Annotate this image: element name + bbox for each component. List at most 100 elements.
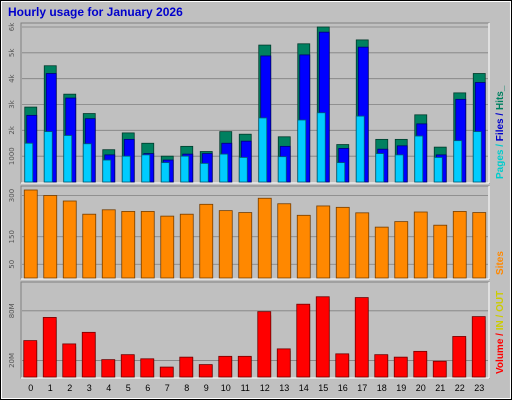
x-tick-label: 17 bbox=[357, 383, 367, 393]
legend-part: / bbox=[495, 312, 506, 320]
x-axis: 0 1 2 3 4 5 6 7 8 9 10 11 12 13 14 15 16 17 18 19 20 21 22 23 bbox=[28, 383, 484, 393]
panel-mid-legend: Sites bbox=[495, 251, 506, 275]
x-tick-label: 14 bbox=[299, 383, 309, 393]
bar-volume-hour-20 bbox=[413, 350, 428, 378]
y-tick-label: 20M bbox=[8, 353, 16, 368]
bar-pages-hour-20 bbox=[414, 135, 424, 183]
legend-part: Hits bbox=[495, 91, 506, 110]
bar-sites-hour-16 bbox=[335, 206, 350, 279]
bar-pages-hour-6 bbox=[141, 154, 151, 183]
x-tick-label: 8 bbox=[184, 383, 189, 393]
bar-pages-hour-8 bbox=[180, 155, 190, 183]
bar-pages-hour-18 bbox=[375, 153, 385, 183]
bar-pages-hour-4 bbox=[102, 159, 112, 183]
bar-sites-hour-13 bbox=[277, 203, 292, 279]
y-tick-label: 4k bbox=[8, 73, 16, 82]
legend-part: Pages bbox=[495, 149, 506, 179]
bar-pages-hour-0 bbox=[24, 142, 34, 183]
x-tick-label: 21 bbox=[435, 383, 445, 393]
chart-panels: 1000 2k 3k 4k 5k 6k Pages / Files / Hits_ 50 150… bbox=[8, 22, 506, 379]
bar-volume-hour-3 bbox=[81, 331, 96, 378]
bar-volume-hour-8 bbox=[179, 356, 194, 378]
x-tick-label: 11 bbox=[241, 383, 250, 393]
y-tick-label: 1000 bbox=[8, 147, 16, 165]
legend-part: / bbox=[495, 330, 506, 338]
x-tick-label: 3 bbox=[87, 383, 92, 393]
x-tick-label: 7 bbox=[165, 383, 170, 393]
y-tick-label: 3k bbox=[8, 99, 16, 108]
bar-sites-hour-5 bbox=[121, 211, 136, 279]
x-tick-label: 12 bbox=[260, 383, 270, 393]
legend-part: Files bbox=[495, 118, 506, 141]
bar-pages-hour-10 bbox=[219, 153, 229, 183]
x-tick-label: 19 bbox=[396, 383, 406, 393]
bar-sites-hour-22 bbox=[452, 211, 467, 279]
bar-pages-hour-5 bbox=[121, 155, 131, 183]
bar-pages-hour-21 bbox=[433, 157, 443, 183]
bar-sites-hour-2 bbox=[62, 200, 77, 279]
panel-frame bbox=[20, 185, 490, 280]
panel-top-legend: Pages / Files / Hits_ bbox=[495, 85, 506, 179]
bar-sites-hour-7 bbox=[160, 215, 175, 279]
bar-volume-hour-17 bbox=[354, 297, 369, 378]
bar-sites-hour-8 bbox=[179, 213, 194, 279]
panel-bot: 20M 80M Volume / IN / OUT bbox=[8, 281, 506, 379]
bar-pages-hour-9 bbox=[199, 162, 209, 183]
bar-volume-hour-11 bbox=[237, 355, 252, 378]
bar-sites-hour-15 bbox=[316, 205, 331, 279]
x-tick-label: 15 bbox=[318, 383, 328, 393]
bar-sites-hour-3 bbox=[82, 213, 97, 279]
x-tick-label: 23 bbox=[474, 383, 484, 393]
bar-volume-hour-14 bbox=[296, 303, 311, 378]
bar-pages-hour-13 bbox=[277, 156, 287, 183]
x-tick-label: 16 bbox=[338, 383, 348, 393]
x-tick-label: 0 bbox=[28, 383, 33, 393]
bar-volume-hour-19 bbox=[393, 356, 408, 378]
bar-volume-hour-13 bbox=[276, 348, 291, 378]
bar-sites-hour-6 bbox=[140, 211, 155, 279]
bar-sites-hour-9 bbox=[199, 203, 214, 279]
y-tick-label: 2k bbox=[8, 125, 16, 134]
bar-pages-hour-19 bbox=[394, 154, 404, 183]
x-tick-label: 1 bbox=[48, 383, 53, 393]
chart-title: Hourly usage for January 2026 bbox=[8, 5, 183, 19]
bar-volume-hour-18 bbox=[374, 354, 389, 378]
bar-sites-hour-19 bbox=[394, 221, 409, 279]
bar-pages-hour-22 bbox=[453, 140, 463, 183]
bar-pages-hour-2 bbox=[63, 135, 73, 183]
bar-pages-hour-11 bbox=[238, 157, 248, 183]
x-tick-label: 2 bbox=[67, 383, 72, 393]
y-tick-label: 50 bbox=[8, 260, 16, 269]
x-tick-label: 4 bbox=[106, 383, 111, 393]
x-tick-label: 20 bbox=[416, 383, 426, 393]
bar-sites-hour-0 bbox=[23, 189, 38, 279]
y-tick-label: 6k bbox=[8, 22, 16, 31]
bar-volume-hour-0 bbox=[23, 340, 38, 378]
bar-volume-hour-15 bbox=[315, 296, 330, 378]
bar-pages-hour-14 bbox=[297, 119, 307, 183]
x-tick-label: 13 bbox=[279, 383, 289, 393]
bar-volume-hour-7 bbox=[159, 366, 174, 378]
x-tick-label: 22 bbox=[455, 383, 465, 393]
bar-volume-hour-6 bbox=[140, 358, 155, 378]
legend-part: / bbox=[495, 141, 506, 149]
legend-part: / bbox=[495, 110, 506, 118]
x-tick-label: 18 bbox=[377, 383, 387, 393]
panel-mid: 50 150 300 Sites bbox=[8, 185, 506, 280]
panel-bot-legend: Volume / IN / OUT bbox=[495, 291, 506, 374]
bar-pages-hour-3 bbox=[82, 143, 92, 183]
bar-sites-hour-10 bbox=[218, 210, 233, 279]
bar-volume-hour-4 bbox=[101, 359, 116, 378]
bar-sites-hour-1 bbox=[43, 195, 58, 279]
x-tick-label: 5 bbox=[126, 383, 131, 393]
bar-sites-hour-11 bbox=[238, 212, 253, 279]
bar-volume-hour-5 bbox=[120, 354, 135, 378]
bar-sites-hour-20 bbox=[413, 211, 428, 279]
bar-volume-hour-21 bbox=[432, 360, 447, 378]
bar-pages-hour-12 bbox=[258, 117, 268, 183]
bar-volume-hour-12 bbox=[257, 311, 272, 378]
legend-part: _ bbox=[495, 85, 506, 92]
bar-sites-hour-4 bbox=[101, 209, 116, 279]
bar-pages-hour-23 bbox=[472, 131, 482, 183]
